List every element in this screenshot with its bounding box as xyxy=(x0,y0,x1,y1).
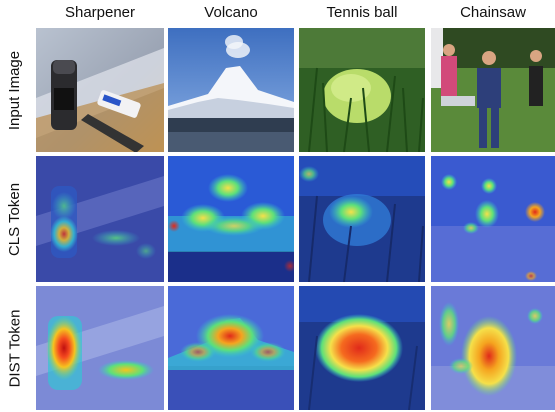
dist-token-map-volcano xyxy=(168,286,294,410)
input-image-chainsaw xyxy=(431,28,555,152)
row-label-dist-token-text: DIST Token xyxy=(6,309,24,387)
input-image-tennis-ball xyxy=(299,28,425,152)
cls-token-map-volcano xyxy=(168,156,294,282)
dist-token-map-sharpener xyxy=(36,286,164,410)
dist-token-map-chainsaw xyxy=(431,286,555,410)
row-label-dist-token: DIST Token xyxy=(0,286,30,410)
row-label-input-image-text: Input Image xyxy=(6,50,24,130)
row-label-cls-token: CLS Token xyxy=(0,156,30,282)
column-label-tennis-ball: Tennis ball xyxy=(326,4,398,21)
dist-token-map-tennis-ball xyxy=(299,286,425,410)
cls-token-map-chainsaw xyxy=(431,156,555,282)
column-label-sharpener: Sharpener xyxy=(64,4,136,21)
column-label-chainsaw: Chainsaw xyxy=(460,4,526,21)
input-image-sharpener xyxy=(36,28,164,152)
cls-token-map-tennis-ball xyxy=(299,156,425,282)
input-image-volcano xyxy=(168,28,294,152)
cls-token-map-sharpener xyxy=(36,156,164,282)
column-label-volcano: Volcano xyxy=(204,4,258,21)
row-label-input-image: Input Image xyxy=(0,28,30,152)
row-label-cls-token-text: CLS Token xyxy=(6,182,24,256)
